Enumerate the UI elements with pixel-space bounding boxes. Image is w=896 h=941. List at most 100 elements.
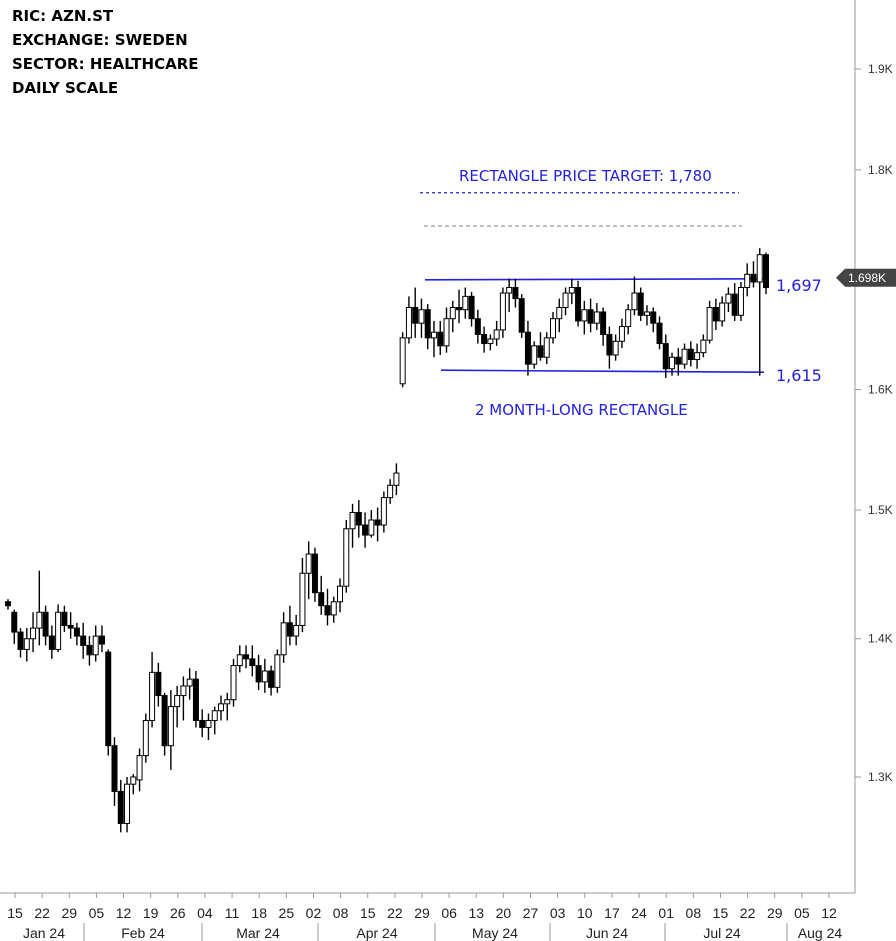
candle [587,298,594,333]
x-day-label: 06 [441,905,457,921]
candle-body [167,706,174,747]
candle [130,774,137,795]
candle [387,479,394,504]
candle [719,296,726,327]
candle-body [650,311,657,324]
candle-body [255,665,262,683]
level-lines [420,192,770,374]
candle-body [456,306,463,311]
candle-body [268,670,275,688]
candle [368,510,375,538]
candle-body [293,624,300,637]
last-price-tag: 1.698K [836,268,896,287]
x-day-label: 22 [34,905,50,921]
candle-body [487,338,494,345]
x-day-label: 22 [740,905,756,921]
candle-body [36,611,43,629]
x-month-label: Mar 24 [236,925,280,941]
target-annotation: RECTANGLE PRICE TARGET: 1,780 [459,167,712,185]
candle [481,326,488,353]
candle [192,670,199,728]
x-month-label: Feb 24 [121,925,165,941]
sector-label: SECTOR: HEALTHCARE [12,55,199,73]
candle-body [23,638,30,650]
candle-body [587,309,594,324]
x-day-label: 20 [496,905,512,921]
candle [493,320,500,346]
y-tick-label: 1.3K [868,770,893,784]
candle [456,289,463,324]
candle [618,318,625,349]
x-day-label: 08 [686,905,702,921]
candle [512,278,519,308]
candle [98,625,105,653]
candle-body [462,295,469,311]
candle [418,298,425,338]
candle [581,300,588,335]
candle-body [368,519,375,536]
candle [330,596,337,623]
candle [700,334,707,358]
candle-body [230,665,237,701]
candle [524,320,531,376]
x-day-label: 18 [251,905,267,921]
candle [449,300,456,333]
candle [23,628,30,662]
x-day-label: 03 [550,905,566,921]
candle [86,636,93,666]
candle-body [105,651,112,747]
y-tick-label: 1.9K [868,62,893,76]
candle-body [725,293,732,304]
candle [437,320,444,355]
candle [180,676,187,721]
candle-body [550,318,557,339]
candle-body [656,322,663,345]
candle [362,512,369,548]
y-tick-label: 1.4K [868,632,893,646]
candle [311,547,318,602]
candle [550,311,557,344]
candle-body [575,287,582,322]
candle-body [243,654,250,660]
candle [236,645,243,673]
candle [36,570,43,646]
resistance-label: 1,697 [776,276,822,295]
candle [593,303,600,330]
candle-body [437,331,444,347]
candle [280,612,287,663]
candle [675,348,682,376]
candle-body [643,311,650,316]
candle [155,662,162,707]
x-month-label: May 24 [472,925,518,941]
x-day-label: 24 [631,905,647,921]
candle [73,622,80,646]
x-month-label: Jan 24 [23,925,65,941]
y-tick-label: 1.5K [868,503,893,517]
candle [405,296,412,344]
candle-body [737,287,744,316]
candle-body [600,311,607,335]
candle-body [355,512,362,526]
candle [42,605,49,646]
candle-body [712,306,719,322]
x-day-label: 02 [306,905,322,921]
candle [556,298,563,333]
candle [5,599,11,610]
candle-body [537,345,544,358]
candle [474,309,481,344]
candle-body [543,337,550,358]
x-day-label: 01 [658,905,674,921]
candle-body [405,306,412,339]
candle-body [136,755,143,781]
candle [543,332,550,365]
candle [324,588,331,626]
candle-body [217,703,224,712]
candle [199,709,206,738]
candle-body [631,292,638,311]
support-line [440,369,765,374]
candle [337,578,344,613]
candle [575,280,582,327]
candle-body [568,287,575,294]
candle-body [249,658,256,667]
